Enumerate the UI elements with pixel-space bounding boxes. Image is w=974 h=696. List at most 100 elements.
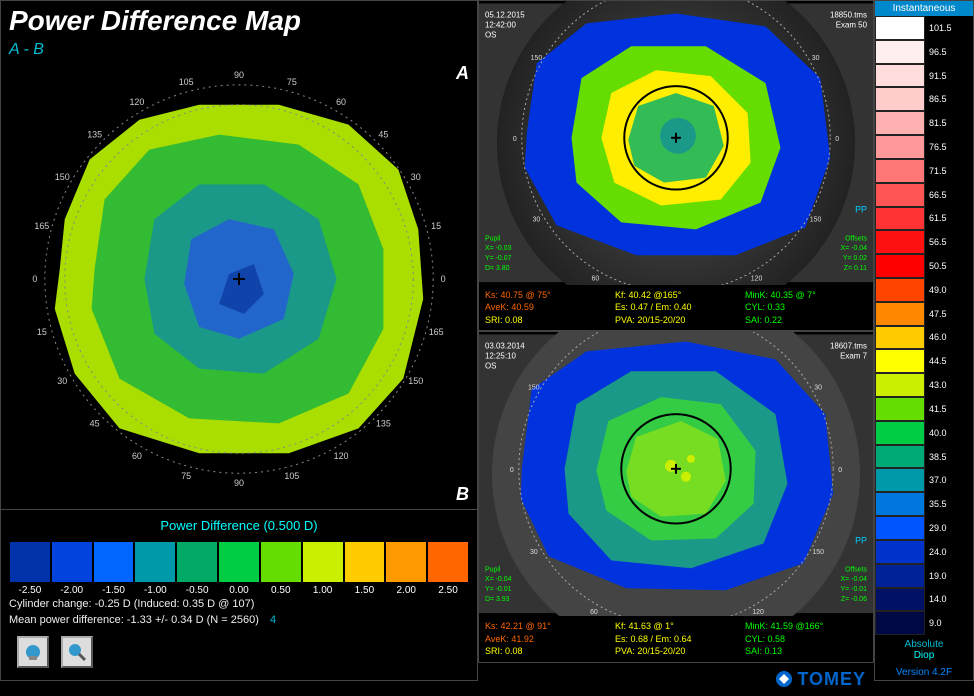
exam-a-topography: 03060901201500306090120150 05.12.201512:… — [479, 1, 873, 285]
svg-text:60: 60 — [753, 1, 761, 3]
exam-b-pva: PVA: 20/15-20/20 — [615, 645, 737, 658]
vscale-row: 38.5 — [875, 445, 973, 469]
mean-power-value: Mean power difference: -1.33 +/- 0.34 D … — [9, 614, 259, 626]
scale-label: 0.50 — [260, 585, 302, 596]
svg-text:30: 30 — [814, 385, 822, 392]
exam-b-ks: Ks: 42.21 @ 91° — [485, 620, 607, 633]
exam-a-kf: Kf: 40.42 @165° — [615, 289, 737, 302]
vscale-row: 50.5 — [875, 254, 973, 278]
svg-text:135: 135 — [376, 418, 391, 428]
svg-text:60: 60 — [590, 609, 598, 616]
corner-label-a: A — [456, 63, 469, 84]
scale-segment — [385, 541, 427, 583]
vscale-row: 81.5 — [875, 111, 973, 135]
scale-label: 0.00 — [218, 585, 260, 596]
svg-text:0: 0 — [441, 274, 446, 284]
svg-text:120: 120 — [590, 1, 602, 3]
svg-text:150: 150 — [810, 216, 822, 223]
svg-text:30: 30 — [57, 376, 67, 386]
svg-text:120: 120 — [129, 97, 144, 107]
svg-text:150: 150 — [55, 172, 70, 182]
svg-text:165: 165 — [34, 221, 49, 231]
corner-label-b: B — [456, 484, 469, 505]
vscale-row: 96.5 — [875, 40, 973, 64]
vscale-row: 9.0 — [875, 611, 973, 635]
svg-text:120: 120 — [752, 609, 764, 616]
scale-label: -1.00 — [134, 585, 176, 596]
svg-text:45: 45 — [378, 130, 388, 140]
vscale-row: 19.0 — [875, 564, 973, 588]
exam-a-meta-tr: 18850.tmsExam 50 — [830, 10, 868, 29]
svg-text:0: 0 — [838, 467, 842, 474]
svg-text:0: 0 — [510, 467, 514, 474]
right-scale-panel: Instantaneous 101.596.591.586.581.576.57… — [874, 0, 974, 681]
svg-text:30: 30 — [812, 55, 820, 62]
tomey-logo: TOMEY — [775, 665, 866, 694]
scale-label: -2.50 — [9, 585, 51, 596]
diop-label: Diop — [879, 650, 969, 661]
vscale-row: 40.0 — [875, 421, 973, 445]
exam-b-sai: SAI: 0.13 — [745, 645, 867, 658]
scale-segment — [218, 541, 260, 583]
exam-a-data: Ks: 40.75 @ 75° Kf: 40.42 @165° MinK: 40… — [479, 285, 873, 331]
vscale-row: 61.5 — [875, 207, 973, 231]
scale-label: -0.50 — [176, 585, 218, 596]
scale-segment — [176, 541, 218, 583]
scale-segment — [260, 541, 302, 583]
mean-power-num: 4 — [270, 614, 276, 626]
exam-a-sai: SAI: 0.22 — [745, 314, 867, 327]
exam-b-kf: Kf: 41.63 @ 1° — [615, 620, 737, 633]
svg-text:75: 75 — [287, 77, 297, 87]
svg-text:120: 120 — [334, 451, 349, 461]
scale-segment — [134, 541, 176, 583]
exam-a-cyl: CYL: 0.33 — [745, 301, 867, 314]
vscale-row: 49.0 — [875, 278, 973, 302]
mean-power-text: Mean power difference: -1.33 +/- 0.34 D … — [9, 612, 469, 628]
diff-scale-title: Power Difference (0.500 D) — [9, 514, 469, 537]
vscale-row: 37.0 — [875, 468, 973, 492]
svg-text:30: 30 — [411, 172, 421, 182]
svg-text:15: 15 — [431, 221, 441, 231]
svg-text:90: 90 — [234, 70, 244, 80]
subtitle: A - B — [1, 41, 477, 59]
exam-b-topography: 03060901201500306090120150 03.03.201412:… — [479, 332, 873, 616]
vscale-row: 86.5 — [875, 87, 973, 111]
vscale-row: 14.0 — [875, 588, 973, 612]
difference-topography-map: 0153045607590105120135150165015304560759… — [1, 59, 477, 509]
scale-segment — [302, 541, 344, 583]
page-title: Power Difference Map — [1, 1, 477, 41]
scale-segment — [51, 541, 93, 583]
svg-text:105: 105 — [284, 471, 299, 481]
svg-text:105: 105 — [179, 77, 194, 87]
exam-a-block: 03060901201500306090120150 05.12.201512:… — [478, 0, 874, 331]
diff-scale-labels: -2.50-2.00-1.50-1.00-0.500.000.501.001.5… — [9, 585, 469, 596]
exam-a-mink: MinK: 40.35 @ 7° — [745, 289, 867, 302]
vscale-row: 44.5 — [875, 349, 973, 373]
exam-a-ks: Ks: 40.75 @ 75° — [485, 289, 607, 302]
svg-text:60: 60 — [336, 97, 346, 107]
svg-text:90: 90 — [234, 478, 244, 488]
svg-text:120: 120 — [751, 275, 763, 282]
svg-text:150: 150 — [812, 549, 824, 556]
scale-label: 2.00 — [385, 585, 427, 596]
vscale-row: 71.5 — [875, 159, 973, 183]
svg-text:0: 0 — [513, 136, 517, 143]
svg-text:15: 15 — [37, 327, 47, 337]
print-icon[interactable] — [17, 636, 49, 668]
diff-scale-bar — [9, 541, 469, 583]
svg-text:60: 60 — [132, 451, 142, 461]
scale-label: 1.00 — [302, 585, 344, 596]
middle-panel: 03060901201500306090120150 05.12.201512:… — [478, 0, 874, 681]
version-label: Version 4.2F — [875, 665, 973, 680]
svg-text:30: 30 — [530, 549, 538, 556]
vscale-row: 47.5 — [875, 302, 973, 326]
exam-a-pva: PVA: 20/15-20/20 — [615, 314, 737, 327]
scale-segment — [93, 541, 135, 583]
export-icon[interactable] — [61, 636, 93, 668]
exam-b-er: Es: 0.68 / Em: 0.64 — [615, 633, 737, 646]
exam-b-avek: AveK: 41.92 — [485, 633, 607, 646]
vscale-row: 76.5 — [875, 135, 973, 159]
svg-text:150: 150 — [408, 376, 423, 386]
exam-a-pp: PP — [855, 204, 867, 214]
svg-text:135: 135 — [87, 130, 102, 140]
